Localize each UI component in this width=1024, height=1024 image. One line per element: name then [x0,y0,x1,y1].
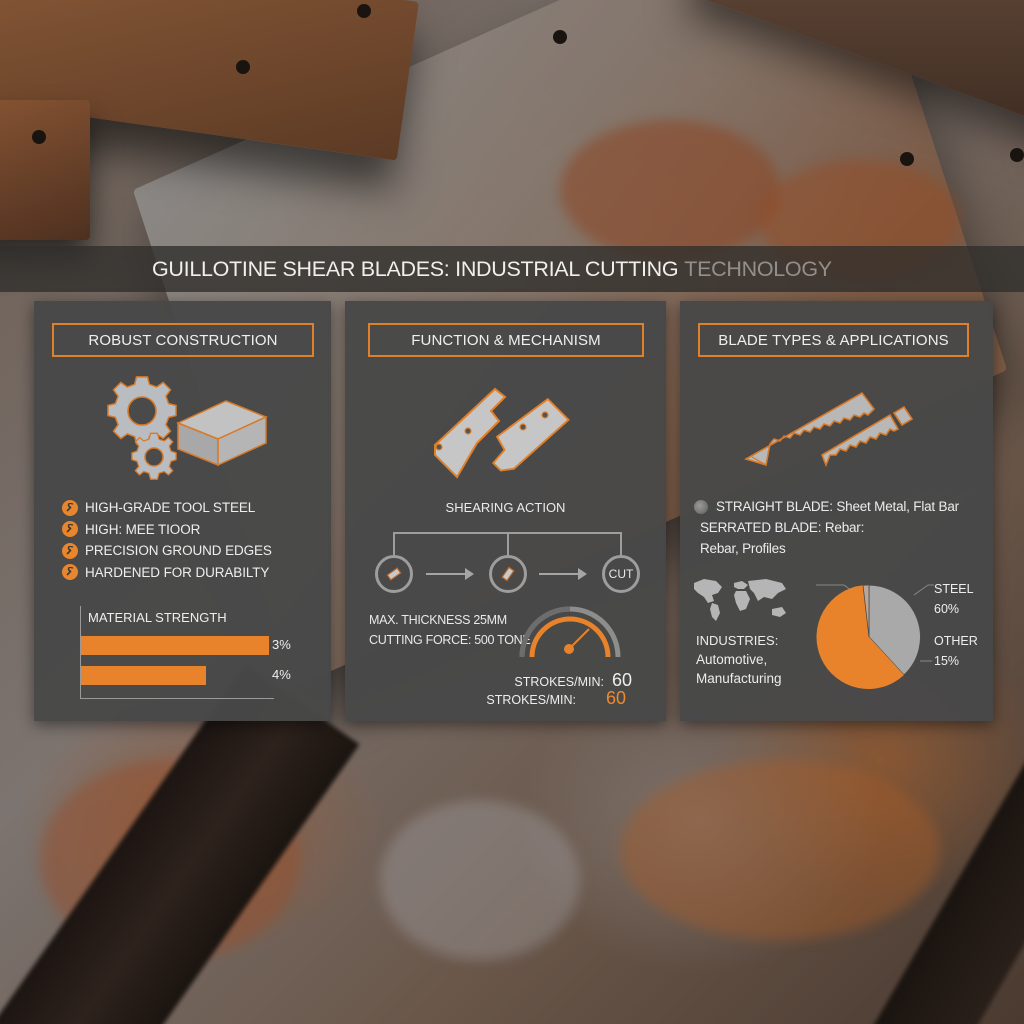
max-thickness-spec: MAX. THICKNESS 25MM [369,613,507,627]
feature-item: HARDENED FOR DURABILTY [62,562,272,584]
industries-label: INDUSTRIES: [696,633,779,648]
shearing-flow-diagram: CUT [371,521,651,593]
chart-title: MATERIAL STRENGTH [88,610,227,625]
speedometer-icon [519,606,621,658]
feature-label: PRECISION GROUND EDGES [85,543,272,559]
panel-header: BLADE TYPES & APPLICATIONS [698,323,969,357]
strokes-label: STROKES/MIN: [486,693,576,707]
feature-item: PRECISION GROUND EDGES [62,540,272,562]
chart-y-axis [80,606,81,698]
pie-label-name: OTHER [934,634,978,648]
serrated-blade-text: SERRATED BLADE: Rebar: [700,520,865,535]
bolt-hole [553,30,567,44]
feature-label: HARDENED FOR DURABILTY [85,564,270,580]
feature-label: HIGH-GRADE TOOL STEEL [85,500,256,516]
rust-patch [380,800,580,960]
construction-panel: ROBUST CONSTRUCTION HIGH-GRADE TOOL STEE… [34,301,331,721]
serrated-blade-applications: Rebar, Profiles [700,541,786,556]
strokes-per-minute: STROKES/MIN: 60 [514,670,632,691]
industry-item: Manufacturing [696,671,782,686]
wrench-icon [62,499,78,516]
strength-bar [81,666,206,685]
page-title-suffix: TECHNOLOGY [684,256,832,281]
wrench-icon [62,542,78,559]
rust-patch [620,760,940,940]
flow-step-cut: CUT [602,555,640,593]
gears-and-block-icon [107,376,268,480]
straight-blade-text: STRAIGHT BLADE: Sheet Metal, Flat Bar [716,499,959,514]
pie-label-other: OTHER 15% [934,631,978,671]
bar-value-label: 4% [272,667,291,682]
feature-list: HIGH-GRADE TOOL STEEL HIGH: MEE TIOOR PR… [62,497,272,583]
shear-blades-icon [434,387,570,479]
globe-icon [694,499,708,514]
rust-patch [560,120,780,260]
wrench-icon [62,521,78,538]
material-strength-chart: MATERIAL STRENGTH 3% 4% [78,606,298,706]
mechanism-panel: FUNCTION & MECHANISM SHEARING ACTION CUT… [345,301,666,721]
feature-item: HIGH-GRADE TOOL STEEL [62,497,272,519]
wrench-icon [62,564,78,581]
feature-item: HIGH: MEE TIOOR [62,519,272,541]
world-map-icon [694,579,786,621]
bolt-hole [236,60,250,74]
straight-and-serrated-blades-icon [744,391,914,468]
page-title: GUILLOTINE SHEAR BLADES: INDUSTRIAL CUTT… [152,256,679,281]
flow-connector-lines [393,532,622,557]
industry-item: Automotive, [696,652,768,667]
bolt-hole [357,4,371,18]
feature-label: HIGH: MEE TIOOR [85,521,201,537]
pie-label-value: 15% [934,654,960,668]
strokes-value: 60 [611,670,632,690]
chart-x-axis [80,698,274,699]
strength-bar [81,636,269,655]
bolt-hole [32,130,46,144]
arrow-right-icon [539,568,587,580]
cutting-force-spec: CUTTING FORCE: 500 TONE [369,633,531,647]
pie-label-name: STEEL [934,582,974,596]
pie-label-value: 60% [934,602,960,616]
applications-panel: BLADE TYPES & APPLICATIONS STRAIGHT BLAD… [680,301,993,721]
strokes-label: STROKES/MIN: [514,675,604,689]
blade-closing-icon [501,566,515,582]
flow-step-closing [489,555,527,593]
arrow-right-icon [426,568,474,580]
blade-types-list: STRAIGHT BLADE: Sheet Metal, Flat Bar SE… [694,496,959,559]
strokes-per-minute-highlight: STROKES/MIN: 60 [486,688,626,709]
pie-label-steel: STEEL 60% [934,579,974,619]
bolt-hole [1010,148,1024,162]
bolt-hole [900,152,914,166]
panel-header: ROBUST CONSTRUCTION [52,323,314,357]
steel-plate [0,100,90,240]
panel-header: FUNCTION & MECHANISM [368,323,644,357]
bar-value-label: 3% [272,637,291,652]
strokes-value: 60 [605,688,626,708]
material-pie-chart [816,584,934,690]
industries-info: INDUSTRIES: Automotive, Manufacturing [696,631,782,688]
shearing-action-title: SHEARING ACTION [445,500,566,515]
blade-open-icon [386,567,402,581]
flow-step-open [375,555,413,593]
title-banner: GUILLOTINE SHEAR BLADES: INDUSTRIAL CUTT… [0,246,1024,292]
